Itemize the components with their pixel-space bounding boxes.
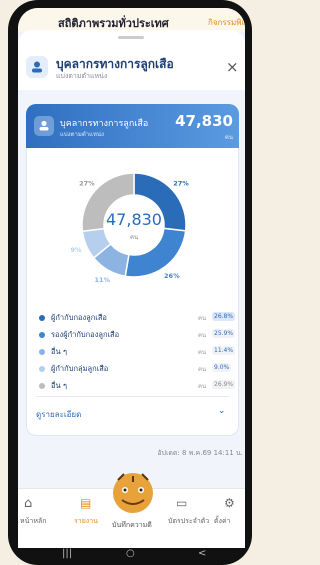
details-link[interactable]: ดูรายละเอียด — [36, 408, 81, 421]
page: สถิติภาพรวมทั่วประเทศ กิจกรรมพิเศษ บุคลา… — [0, 0, 261, 565]
divider — [36, 396, 229, 397]
nav-item-active[interactable]: รายงาน — [74, 516, 98, 527]
card-subtitle: แบ่งตามตำแหน่ง — [60, 129, 104, 139]
recents-button[interactable]: ||| — [62, 548, 72, 559]
donut-center-unit: คน — [130, 234, 138, 241]
legend-unit: คน — [198, 381, 206, 391]
card-unit: คน — [225, 132, 233, 142]
legend-unit: คน — [198, 364, 206, 374]
card-nav-icon: ▭ — [176, 496, 187, 510]
person-icon — [34, 116, 54, 136]
legend-percent: 26.9% — [212, 380, 235, 389]
person-icon — [26, 56, 48, 78]
donut-chart: 47,830 คน 27% 26% 11% 9% 27% — [59, 150, 209, 300]
report-icon: ▤ — [80, 496, 91, 510]
legend-dot — [39, 315, 45, 321]
legend-label: รองผู้กำกับกองลูกเสือ — [51, 329, 119, 341]
nav-item[interactable]: บันทึกความดี — [112, 520, 152, 531]
legend-dot — [39, 332, 45, 338]
home-icon: ⌂ — [24, 496, 32, 511]
close-button[interactable]: × — [226, 58, 239, 76]
card-title: บุคลากรทางการลูกเสือ — [60, 116, 148, 130]
legend-unit: คน — [198, 347, 206, 357]
slice-label: 9% — [71, 246, 83, 254]
slice-label: 11% — [94, 276, 110, 284]
legend-dot — [39, 349, 45, 355]
legend-label: ผู้กำกับกลุ่มลูกเสือ — [51, 363, 108, 375]
nav-item[interactable]: บัตรประจำตัว — [168, 516, 209, 527]
back-button[interactable]: < — [198, 548, 206, 559]
legend-label: ผู้กำกับกองลูกเสือ — [51, 312, 107, 324]
legend-dot — [39, 366, 45, 372]
legend-label: อื่น ๆ — [51, 380, 67, 392]
card-total: 47,830 — [175, 112, 233, 130]
sheet-handle — [118, 36, 144, 39]
nav-item[interactable]: ตั้งค่า — [214, 516, 231, 527]
mascot-icon — [110, 470, 156, 516]
home-button[interactable]: ○ — [126, 548, 135, 559]
legend-unit: คน — [198, 330, 206, 340]
sheet-subtitle: แบ่งตามตำแหน่ง — [56, 71, 107, 82]
legend-label: อื่น ๆ — [51, 346, 67, 358]
updated-time: อัปเดต: 8 พ.ค.69 14:11 น. — [157, 448, 243, 459]
slice-label: 27% — [79, 180, 95, 188]
nav-item[interactable]: หน้าหลัก — [20, 516, 46, 527]
legend-percent: 26.8% — [212, 312, 235, 321]
system-nav: ||| ○ < — [18, 548, 245, 563]
chevron-down[interactable]: ⌄ — [218, 406, 226, 416]
legend-percent: 11.4% — [212, 346, 235, 355]
donut-center-value: 47,830 — [106, 210, 162, 229]
sheet-icon — [26, 56, 48, 78]
legend-percent: 25.9% — [212, 329, 235, 338]
screen: สถิติภาพรวมทั่วประเทศ กิจกรรมพิเศษ บุคลา… — [18, 8, 245, 548]
slice-label: 26% — [164, 272, 180, 280]
settings-icon: ⚙ — [224, 496, 235, 510]
legend-dot — [39, 383, 45, 389]
legend-unit: คน — [198, 313, 206, 323]
slice-label: 27% — [173, 180, 189, 188]
card-icon — [34, 116, 54, 136]
legend-percent: 9.0% — [212, 363, 231, 372]
app-action[interactable]: กิจกรรมพิเศษ — [208, 16, 245, 29]
